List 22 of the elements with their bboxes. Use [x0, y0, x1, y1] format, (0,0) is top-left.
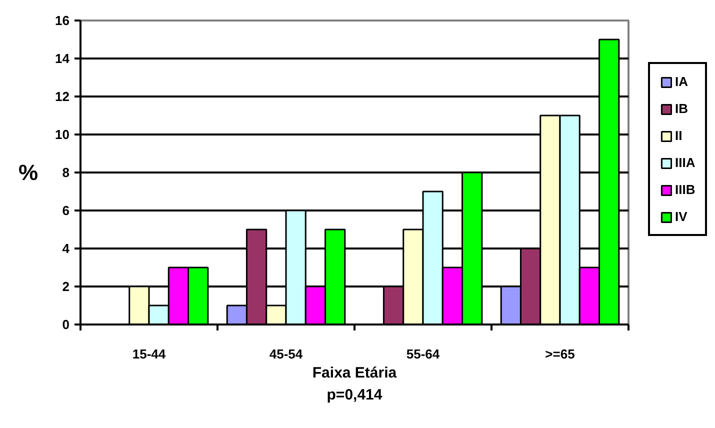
- y-tick-label: 0: [62, 317, 70, 332]
- y-tick-label: 14: [55, 51, 70, 66]
- x-tick-label: 55-64: [406, 346, 440, 362]
- legend-label: IIIB: [675, 182, 696, 197]
- text: p=0,414: [326, 386, 383, 404]
- x-tick-label: 45-54: [269, 346, 304, 362]
- legend-label: IIIA: [675, 155, 696, 170]
- x-tick-label: >=65: [545, 346, 575, 362]
- y-tick-label: 16: [55, 13, 70, 28]
- y-tick-label: 4: [62, 241, 70, 256]
- legend-label: IB: [675, 101, 689, 116]
- y-tick-label: 6: [62, 203, 70, 218]
- y-tick-label: 12: [55, 89, 70, 104]
- legend-label: II: [675, 128, 684, 143]
- y-tick-label: 2: [62, 279, 70, 294]
- y-tick-label: 8: [62, 165, 70, 180]
- legend-label: IA: [675, 74, 689, 89]
- y-tick-label: 10: [55, 127, 70, 142]
- x-axis-title: Faixa Etária: [312, 364, 398, 382]
- y-axis-title: %: [18, 160, 38, 185]
- x-tick-label: 15-44: [132, 346, 166, 362]
- legend-label: IV: [675, 209, 688, 224]
